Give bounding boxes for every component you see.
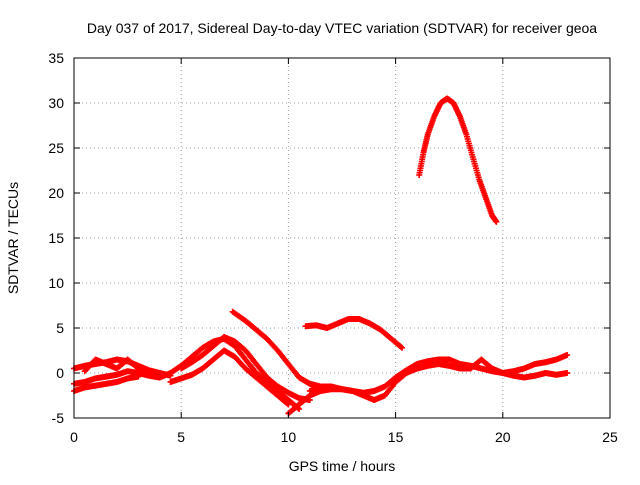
chart-title: Day 037 of 2017, Sidereal Day-to-day VTE… xyxy=(87,20,597,36)
data-point xyxy=(564,370,571,376)
x-tick-label: 25 xyxy=(602,429,618,445)
x-tick-label: 15 xyxy=(388,429,404,445)
series-arc-3 xyxy=(71,373,142,394)
x-tick-label: 5 xyxy=(177,429,185,445)
y-tick-label: 30 xyxy=(48,95,64,111)
series-arc-7 xyxy=(178,334,313,403)
axis-ticks: 0 5 10 15 20 25 -5 0 5 10 15 20 25 30 35 xyxy=(48,50,618,445)
y-tick-label: 20 xyxy=(48,185,64,201)
series-arc-12 xyxy=(416,95,500,225)
data-point xyxy=(397,343,404,350)
data-point xyxy=(285,401,292,408)
data-point xyxy=(399,344,406,351)
data-point xyxy=(564,352,571,358)
x-tick-label: 20 xyxy=(495,429,511,445)
grid xyxy=(74,58,610,418)
series-arc-11 xyxy=(302,316,406,351)
x-axis-label: GPS time / hours xyxy=(289,458,396,474)
data-series xyxy=(71,95,571,417)
series-arc-6 xyxy=(167,347,292,408)
x-tick-label: 0 xyxy=(70,429,78,445)
y-axis-label: SDTVAR / TECUs xyxy=(5,182,21,294)
data-point xyxy=(284,400,291,407)
y-tick-label: 15 xyxy=(48,230,64,246)
y-tick-label: 10 xyxy=(48,275,64,291)
series-arc-10 xyxy=(306,356,571,403)
y-tick-label: 25 xyxy=(48,140,64,156)
x-tick-label: 10 xyxy=(281,429,297,445)
y-tick-label: 35 xyxy=(48,50,64,66)
y-tick-label: 0 xyxy=(56,365,64,381)
data-point xyxy=(493,218,500,225)
y-tick-label: -5 xyxy=(52,410,65,426)
y-tick-label: 5 xyxy=(56,320,64,336)
